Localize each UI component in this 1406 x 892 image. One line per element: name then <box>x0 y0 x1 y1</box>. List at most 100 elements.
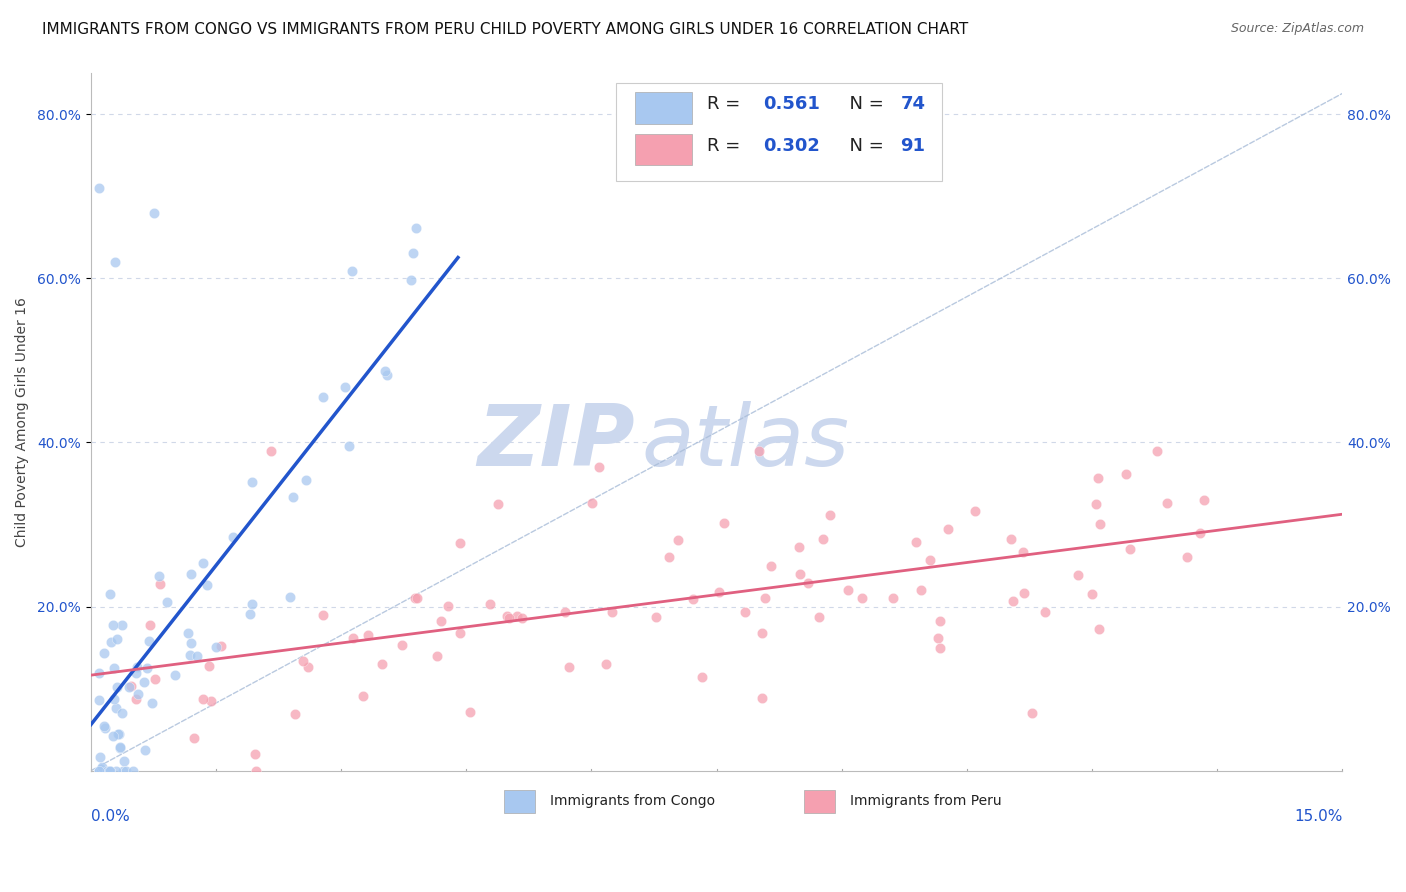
Point <box>1189 526 1212 541</box>
Point <box>89 666 111 681</box>
Point <box>1021 706 1043 721</box>
Point <box>89 692 111 706</box>
Point <box>751 691 773 706</box>
Point <box>107 727 129 741</box>
Point <box>581 496 603 510</box>
Point <box>103 660 125 674</box>
Point <box>93 719 115 733</box>
Point <box>139 618 162 632</box>
Point <box>1012 586 1035 600</box>
Point <box>1011 545 1033 559</box>
Point <box>312 607 335 622</box>
Text: 74: 74 <box>901 95 925 113</box>
Point <box>180 567 202 582</box>
Point <box>337 439 360 453</box>
Point <box>787 540 810 554</box>
Text: IMMIGRANTS FROM CONGO VS IMMIGRANTS FROM PERU CHILD POVERTY AMONG GIRLS UNDER 16: IMMIGRANTS FROM CONGO VS IMMIGRANTS FROM… <box>42 22 969 37</box>
Point <box>284 706 307 721</box>
Point <box>713 516 735 530</box>
Point <box>98 764 121 778</box>
Point <box>136 661 159 675</box>
Text: R =: R = <box>707 95 745 113</box>
Point <box>1115 467 1137 482</box>
Point <box>122 764 145 778</box>
Point <box>127 687 149 701</box>
Point <box>486 498 509 512</box>
Point <box>1175 549 1198 564</box>
Point <box>1146 443 1168 458</box>
Point <box>245 764 267 778</box>
Point <box>340 264 363 278</box>
Point <box>120 679 142 693</box>
Point <box>754 591 776 605</box>
Point <box>198 659 221 673</box>
Point <box>98 587 121 601</box>
Point <box>335 380 357 394</box>
Point <box>645 610 668 624</box>
Text: Immigrants from Peru: Immigrants from Peru <box>851 794 1002 807</box>
Point <box>163 668 186 682</box>
Point <box>143 205 166 219</box>
Point <box>588 460 610 475</box>
Point <box>353 689 375 703</box>
Point <box>811 532 834 546</box>
Point <box>124 665 146 680</box>
Point <box>1000 533 1022 547</box>
Point <box>90 762 112 776</box>
Point <box>105 701 128 715</box>
Point <box>98 764 121 778</box>
Point <box>112 764 135 778</box>
Point <box>89 750 111 764</box>
Point <box>191 556 214 570</box>
Point <box>108 739 131 754</box>
Point <box>1087 471 1109 485</box>
Text: 15.0%: 15.0% <box>1294 809 1343 824</box>
Point <box>402 245 425 260</box>
Point <box>449 626 471 640</box>
FancyBboxPatch shape <box>636 134 692 165</box>
Point <box>1194 493 1216 508</box>
Point <box>1081 587 1104 601</box>
Point <box>149 577 172 591</box>
Point <box>138 634 160 648</box>
Point <box>666 533 689 548</box>
Text: Immigrants from Congo: Immigrants from Congo <box>550 794 716 807</box>
Text: N =: N = <box>838 137 890 155</box>
Text: R =: R = <box>707 137 745 155</box>
Point <box>103 692 125 706</box>
Point <box>222 530 245 544</box>
Point <box>510 610 533 624</box>
Point <box>927 631 949 645</box>
Point <box>429 614 451 628</box>
Point <box>111 617 134 632</box>
Point <box>882 591 904 606</box>
Point <box>108 727 131 741</box>
Point <box>910 583 932 598</box>
Point <box>1119 541 1142 556</box>
Point <box>554 605 576 619</box>
Point <box>391 639 413 653</box>
Point <box>375 368 398 382</box>
FancyBboxPatch shape <box>503 790 536 813</box>
Point <box>90 760 112 774</box>
Point <box>682 592 704 607</box>
Y-axis label: Child Poverty Among Girls Under 16: Child Poverty Among Girls Under 16 <box>15 297 30 547</box>
Point <box>479 597 502 611</box>
Point <box>89 181 111 195</box>
Point <box>918 553 941 567</box>
Point <box>96 764 118 778</box>
Point <box>371 657 394 672</box>
Point <box>179 648 201 662</box>
Point <box>807 610 830 624</box>
Point <box>93 646 115 660</box>
Point <box>103 729 125 743</box>
Point <box>357 628 380 642</box>
Point <box>100 635 122 649</box>
Point <box>690 670 713 684</box>
Point <box>180 636 202 650</box>
Point <box>200 694 222 708</box>
FancyBboxPatch shape <box>804 790 835 813</box>
Point <box>1084 497 1107 511</box>
Point <box>186 648 208 663</box>
Point <box>460 705 482 719</box>
